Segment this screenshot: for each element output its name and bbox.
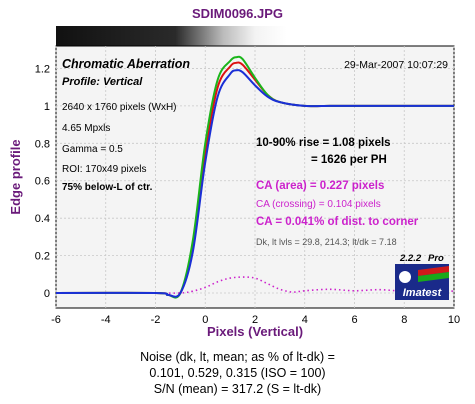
info-mpxls: 4.65 Mpxls xyxy=(62,123,110,134)
x-tick-label: 2 xyxy=(252,314,258,326)
edge-strip xyxy=(56,26,454,46)
y-tick-label: 0.4 xyxy=(35,213,50,225)
y-axis-label: Edge profile xyxy=(8,139,23,214)
series-line-blue xyxy=(55,69,454,298)
figure-title: SDIM0096.JPG xyxy=(191,6,284,21)
panel-heading: Chromatic Aberration xyxy=(62,57,190,71)
x-tick-label: 10 xyxy=(448,314,460,326)
y-tick-labels: 0 0.2 0.4 0.6 0.8 1 1.2 xyxy=(35,63,50,300)
rise-line-2: = 1626 per PH xyxy=(311,154,387,166)
info-gamma: Gamma = 0.5 xyxy=(62,144,123,155)
plot-frame xyxy=(55,45,455,309)
panel-timestamp: 29-Mar-2007 10:07:29 xyxy=(344,59,448,71)
y-tick-label: 1.2 xyxy=(35,63,50,75)
logo-sun-icon xyxy=(399,271,411,283)
logo-green-stripe xyxy=(418,272,449,282)
noise-line-2: 0.101, 0.529, 0.315 (ISO = 100) xyxy=(149,366,326,380)
noise-line-3: S/N (mean) = 317.2 (S = lt-dk) xyxy=(153,382,322,396)
x-tick-label: 6 xyxy=(351,314,357,326)
series-line-magenta xyxy=(155,276,455,294)
y-tick-label: 0.8 xyxy=(35,138,50,150)
noise-line-1: Noise (dk, lt, mean; as % of lt-dk) = xyxy=(140,350,335,364)
panel-profile: Profile: Vertical xyxy=(62,76,143,88)
logo-red-stripe xyxy=(418,266,449,276)
x-tick-label: 8 xyxy=(401,314,407,326)
rise-line-1: 10-90% rise = 1.08 pixels xyxy=(256,137,391,149)
logo-edition: Pro xyxy=(428,253,444,264)
y-tick-label: 0 xyxy=(44,288,50,300)
info-size: 2640 x 1760 pixels (WxH) xyxy=(62,102,177,113)
y-tick-label: 0.6 xyxy=(35,176,50,188)
ca-area: CA (area) = 0.227 pixels xyxy=(256,180,384,192)
y-tick-label: 0.2 xyxy=(35,251,50,263)
logo-name: Imatest xyxy=(403,287,443,299)
info-roi: ROI: 170x49 pixels xyxy=(62,164,147,175)
levels: Dk, lt lvls = 29.8, 214.3; lt/dk = 7.18 xyxy=(256,237,397,247)
x-tick-label: -6 xyxy=(51,314,61,326)
x-tick-label: 0 xyxy=(202,314,208,326)
imatest-logo: 2.2.2 Pro Imatest xyxy=(395,253,449,300)
x-tick-label: -2 xyxy=(151,314,161,326)
ca-crossing: CA (crossing) = 0.104 pixels xyxy=(256,199,381,210)
logo-version: 2.2.2 xyxy=(399,253,422,264)
x-tick-label: 4 xyxy=(302,314,308,326)
info-location: 75% below-L of ctr. xyxy=(62,182,153,193)
x-tick-label: -4 xyxy=(101,314,111,326)
x-axis-label: Pixels (Vertical) xyxy=(207,324,303,339)
y-tick-label: 1 xyxy=(44,101,50,113)
series-lines xyxy=(55,55,455,299)
ca-dist: CA = 0.041% of dist. to corner xyxy=(256,216,419,228)
x-tick-labels: -6 -4 -2 0 2 4 6 8 10 xyxy=(51,314,460,326)
